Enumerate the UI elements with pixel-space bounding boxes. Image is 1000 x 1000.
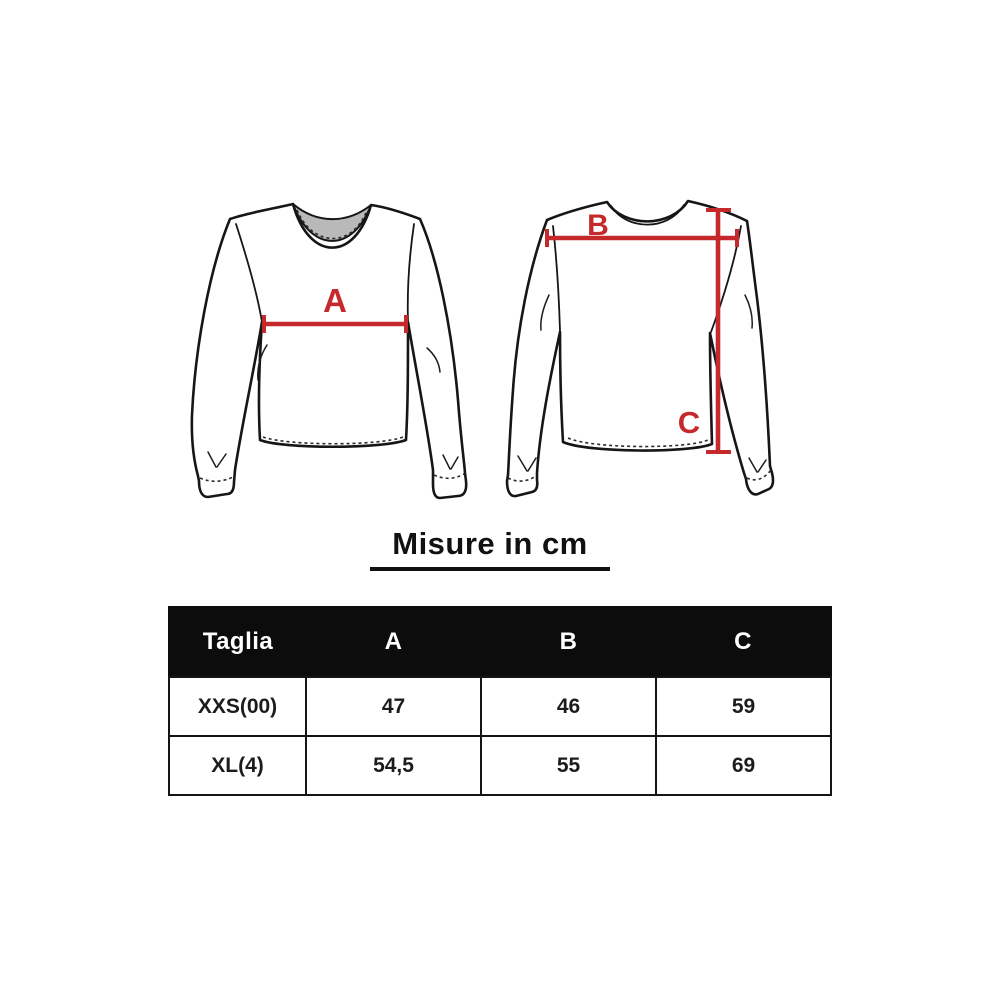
page-title: Misure in cm (392, 526, 588, 561)
back-hem-cuff-stitches (507, 437, 772, 482)
title-underline (370, 567, 610, 571)
garment-diagrams: A B C (190, 199, 775, 500)
measurement-label-c: C (678, 405, 700, 440)
size-cell-c: 59 (655, 676, 832, 737)
measurement-label-a: A (323, 282, 347, 319)
size-row-xl: XL(4) 54,5 55 69 (168, 735, 832, 796)
measurement-label-b: B (587, 209, 609, 242)
front-measurement-a: A (262, 282, 408, 333)
size-cell-a: 54,5 (305, 735, 482, 796)
front-collar-rib-stitch (296, 209, 368, 240)
size-cell-taglia: XXS(00) (168, 676, 307, 737)
back-body-outline (505, 199, 775, 498)
size-cell-b: 46 (480, 676, 657, 737)
size-cell-c: 69 (655, 735, 832, 796)
front-fabric-creases (207, 344, 459, 470)
size-cell-b: 55 (480, 735, 657, 796)
col-header-a: A (306, 607, 481, 677)
front-view-drawing (190, 202, 468, 500)
back-view-drawing (505, 199, 775, 498)
size-cell-a: 47 (305, 676, 482, 737)
back-measurement-c: C (678, 208, 731, 454)
size-cell-taglia: XL(4) (168, 735, 307, 796)
size-table-header-row: Taglia A B C (169, 607, 831, 677)
size-table: Taglia A B C XXS(00) 47 46 59 XL(4) 54,5… (168, 606, 832, 796)
front-hem-cuff-stitches (199, 436, 465, 483)
size-row-xxs: XXS(00) 47 46 59 (168, 676, 832, 737)
measurement-line-b-caps (545, 229, 739, 247)
front-body-outline (190, 202, 468, 500)
col-header-b: B (481, 607, 656, 677)
back-neck-band-seam (610, 204, 685, 226)
back-measurement-b: B (545, 209, 739, 247)
back-fabric-creases (517, 294, 767, 473)
measurement-line-c-caps (706, 208, 731, 454)
measurement-line-a-caps (262, 315, 408, 333)
col-header-c: C (656, 607, 831, 677)
front-armhole-seams (235, 223, 415, 323)
col-header-taglia: Taglia (169, 607, 306, 677)
